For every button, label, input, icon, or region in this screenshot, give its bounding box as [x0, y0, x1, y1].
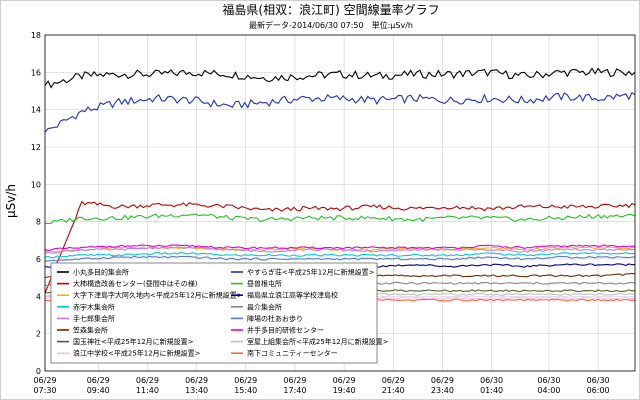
- y-tick-label: 8: [36, 218, 41, 227]
- x-tick-time: 15:40: [234, 386, 257, 395]
- legend-label: 大柿構造改善センター(昼間中はその様): [73, 279, 198, 288]
- x-tick-time: 07:30: [33, 386, 56, 395]
- plot-border: [44, 34, 636, 372]
- legend-box: [50, 262, 378, 364]
- y-tick-label: 6: [36, 255, 41, 264]
- legend-label: 福島県立浪江高等学校津島校: [247, 291, 338, 300]
- x-tick-time: 11:40: [136, 386, 159, 395]
- x-tick-date: 06/29: [136, 376, 159, 385]
- legend-label: 赤宇木集会所: [73, 302, 115, 311]
- series-line: [44, 251, 636, 259]
- x-tick-date: 06/30: [587, 376, 610, 385]
- y-tick-label: 16: [31, 68, 41, 77]
- x-tick-time: 23:40: [431, 386, 454, 395]
- y-tick-label: 4: [36, 292, 41, 301]
- legend-label: やすらぎ荘<平成25年12月に新規設置>: [247, 268, 375, 277]
- x-tick-date: 06/29: [333, 376, 356, 385]
- x-tick-date: 06/29: [234, 376, 257, 385]
- legend-label: 昌介集会所: [247, 302, 282, 311]
- legend-label: 笠森集会所: [73, 326, 108, 335]
- y-tick-label: 0: [36, 367, 41, 376]
- x-tick-time: 06:00: [587, 386, 610, 395]
- chart-subtitle: 最新データ-2014/06/30 07:50 単位:μSv/h: [249, 20, 413, 30]
- x-tick-date: 06/29: [33, 376, 56, 385]
- x-tick-date: 06/30: [480, 376, 503, 385]
- legend-label: 大字下津島字大阿久地内<平成25年12月に新規設置>: [73, 291, 243, 300]
- y-tick-label: 12: [31, 143, 41, 152]
- series-line: [44, 244, 636, 251]
- legend-label: 小丸多目的集会所: [73, 268, 129, 277]
- legend-label: 室屋上組集会所<平成25年12月に新規設置>: [247, 337, 389, 346]
- x-tick-date: 06/29: [283, 376, 306, 385]
- x-tick-time: 17:40: [283, 386, 306, 395]
- x-tick-time: 01:40: [480, 386, 503, 395]
- legend-label: 昼曽根屯所: [247, 279, 282, 288]
- series-line: [44, 67, 636, 89]
- series-line: [44, 200, 636, 293]
- x-tick-date: 06/29: [185, 376, 208, 385]
- series-line: [44, 213, 636, 225]
- y-tick-label: 14: [31, 106, 41, 115]
- legend-label: 南下コミュニティーセンター: [247, 349, 338, 358]
- y-tick-label: 18: [31, 31, 41, 40]
- series-line: [44, 246, 636, 254]
- legend-label: 浪江中学校<平成25年12月に新規設置>: [73, 349, 201, 358]
- x-tick-time: 21:40: [382, 386, 405, 395]
- y-tick-label: 2: [36, 330, 41, 339]
- legend-label: 井手多目的研修センター: [247, 326, 324, 335]
- legend-label: 手七郎集会所: [73, 314, 115, 323]
- x-tick-date: 06/29: [382, 376, 405, 385]
- legend: 小丸多目的集会所 やすらぎ荘<平成25年12月に新規設置> 大柿構造改善センター(昼…: [50, 262, 389, 364]
- axes: 02468101214161806/2907:3006/2909:4006/29…: [31, 31, 636, 395]
- x-tick-time: 04:00: [537, 386, 560, 395]
- chart-title: 福島県(相双：浪江町) 空間線量率グラフ: [222, 2, 439, 17]
- y-axis-label: μSv/h: [4, 184, 18, 218]
- x-tick-time: 13:40: [185, 386, 208, 395]
- x-tick-date: 06/30: [537, 376, 560, 385]
- x-tick-time: 19:40: [333, 386, 356, 395]
- x-tick-time: 09:40: [87, 386, 110, 395]
- legend-label: 陣場の杜あお歩り: [247, 314, 303, 323]
- x-tick-date: 06/29: [431, 376, 454, 385]
- x-tick-date: 06/29: [87, 376, 110, 385]
- legend-label: 国玉神社<平成25年12月に新規設置>: [73, 337, 194, 346]
- series-line: [44, 255, 636, 262]
- y-tick-label: 10: [31, 180, 41, 189]
- series-line: [44, 91, 636, 133]
